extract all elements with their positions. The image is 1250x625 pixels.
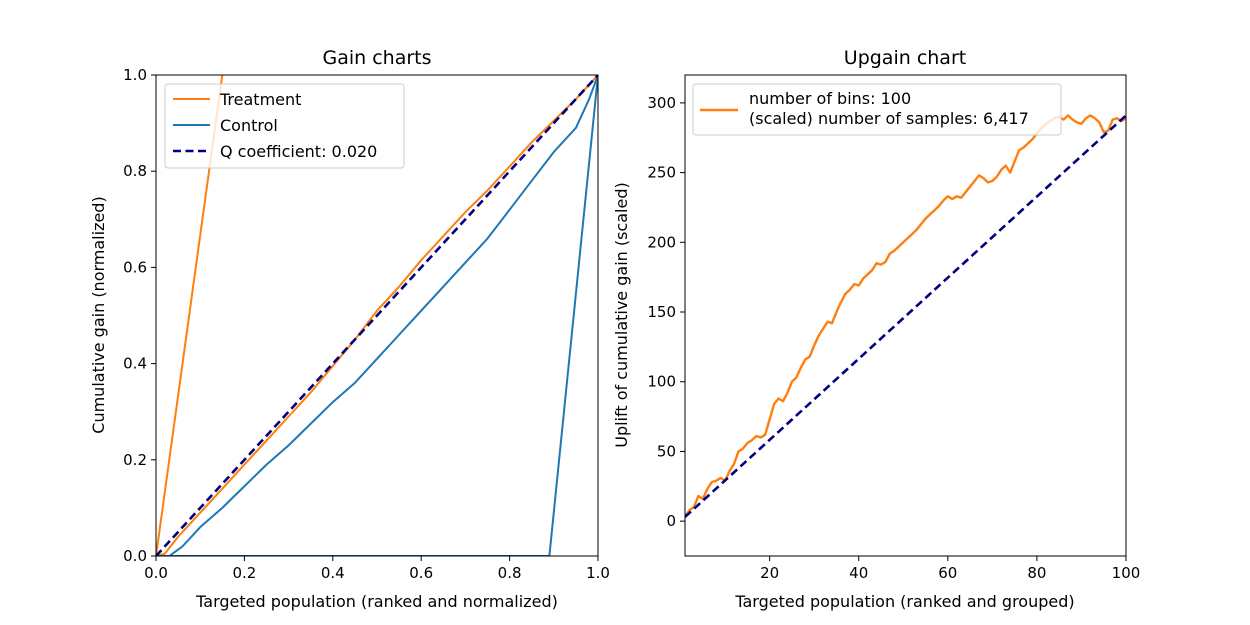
y-tick-label: 0.4 xyxy=(123,355,147,373)
y-tick-label: 100 xyxy=(647,373,676,391)
legend-box xyxy=(692,83,1062,136)
axes-frame xyxy=(155,74,599,557)
y-tick-label: 0.6 xyxy=(123,258,147,276)
upgain-chart-y-axis-label: Uplift of cumulative gain (scaled) xyxy=(612,182,631,448)
x-tick-label: 0.0 xyxy=(144,564,168,582)
y-tick-label: 200 xyxy=(647,233,676,251)
x-tick-label: 80 xyxy=(1027,564,1046,582)
legend-entry-label: Control xyxy=(220,116,278,135)
gain-chart-y-axis-label: Cumulative gain (normalized) xyxy=(89,196,108,433)
x-tick-label: 0.4 xyxy=(321,564,345,582)
legend-entry-label: Q coefficient: 0.020 xyxy=(220,142,377,161)
gain-chart-x-axis-label: Targeted population (ranked and normaliz… xyxy=(195,592,558,611)
gain-chart-plot-area: 0.0 0.2 0.4 0.6 0.8 1.0 0.0 0.2 0.4 0.6 0.8 1.0 Trea… xyxy=(123,66,610,582)
legend-entry-label: Treatment xyxy=(219,90,301,109)
upgain-chart-legend: number of bins: 100(scaled) number of sa… xyxy=(692,83,1062,136)
y-tick-label: 250 xyxy=(647,164,676,182)
upgain-chart-title: Upgain chart xyxy=(844,47,966,69)
legend-entry-label: (scaled) number of samples: 6,417 xyxy=(749,109,1029,128)
x-tick-label: 1.0 xyxy=(586,564,610,582)
y-tick-label: 1.0 xyxy=(123,66,147,84)
x-tick-label: 60 xyxy=(938,564,957,582)
legend-box xyxy=(164,83,405,169)
legend-entry-label: number of bins: 100 xyxy=(749,89,911,108)
series-line-control-2 xyxy=(156,75,598,556)
y-tick-label: 0.2 xyxy=(123,451,147,469)
y-tick-label: 150 xyxy=(647,303,676,321)
y-tick-label: 0 xyxy=(666,512,676,530)
x-tick-label: 100 xyxy=(1112,564,1141,582)
y-tick-label: 0.0 xyxy=(123,547,147,565)
upgain-chart-plot-area: 20 40 60 80 100 0 50 100 150 200 250 300 number of b… xyxy=(647,74,1141,582)
y-tick-label: 0.8 xyxy=(123,162,147,180)
x-tick-label: 0.6 xyxy=(409,564,433,582)
x-tick-label: 40 xyxy=(849,564,868,582)
gain-chart-legend: Treatment Control Q coefficient: 0.020 xyxy=(164,83,405,169)
series-line-control-3 xyxy=(156,75,598,556)
series-line-baseline-4 xyxy=(156,75,598,556)
series-line-treatment-1 xyxy=(156,75,598,556)
upgain-chart-x-axis-label: Targeted population (ranked and grouped) xyxy=(734,592,1074,611)
x-tick-label: 0.2 xyxy=(232,564,256,582)
y-tick-label: 300 xyxy=(647,94,676,112)
x-tick-label: 0.8 xyxy=(498,564,522,582)
gain-chart-panel: Gain charts Targeted population (ranked … xyxy=(89,47,610,611)
y-tick-label: 50 xyxy=(657,442,676,460)
upgain-chart-panel: Upgain chart Targeted population (ranked… xyxy=(612,47,1140,611)
gain-chart-title: Gain charts xyxy=(322,47,431,69)
x-tick-label: 20 xyxy=(760,564,779,582)
axes-frame xyxy=(684,74,1127,557)
